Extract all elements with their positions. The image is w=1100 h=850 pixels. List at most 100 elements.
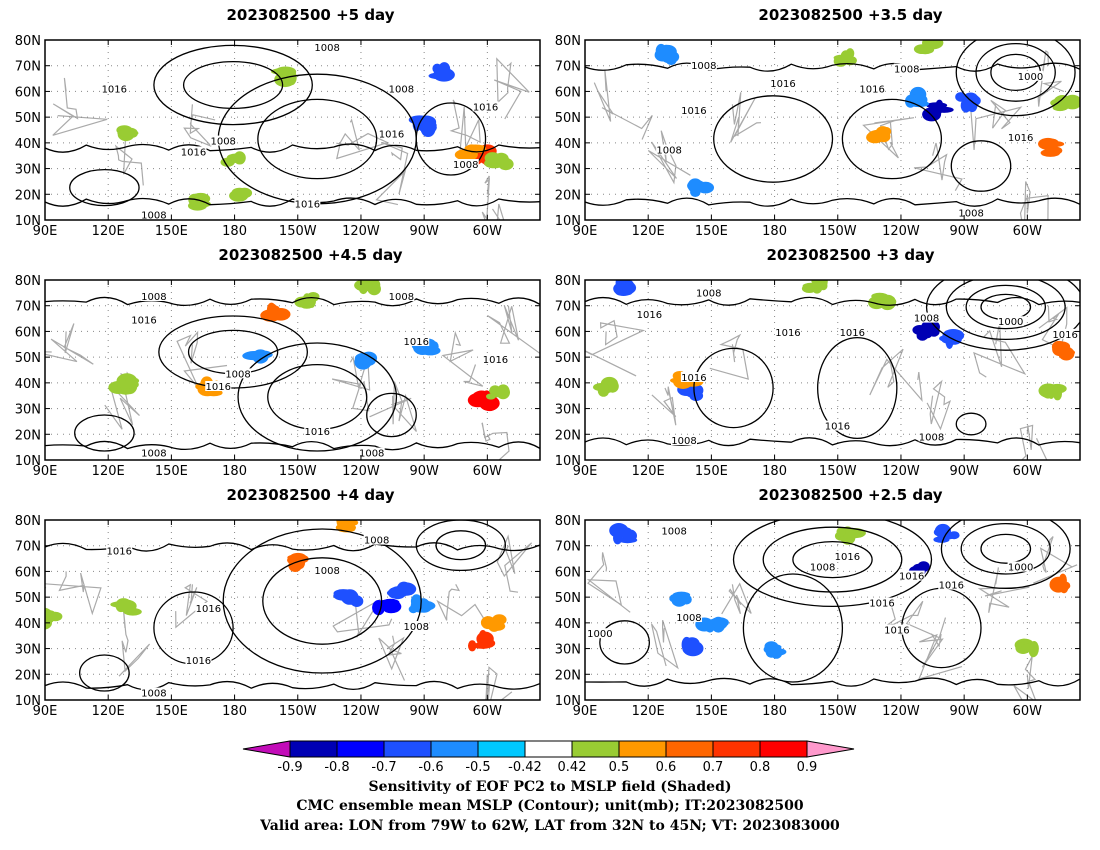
contour-label-background bbox=[225, 368, 252, 379]
isobar bbox=[45, 197, 540, 207]
contour-label: 1016 bbox=[483, 355, 508, 366]
panel-frame bbox=[584, 39, 1081, 221]
y-tick-label: 20N bbox=[15, 188, 41, 203]
sensitivity-patch bbox=[960, 98, 972, 113]
colorbar-label: -0.9 bbox=[277, 760, 302, 775]
isobar bbox=[222, 528, 422, 674]
contour-label-background bbox=[839, 327, 866, 337]
contour-label: 1016 bbox=[939, 581, 964, 592]
sensitivity-patch bbox=[408, 115, 431, 125]
contour-labels: 1008 1016 1016 1016 1016 1008 1000 1008 1016 1016… bbox=[636, 287, 1079, 447]
y-tick-label: 40N bbox=[15, 137, 41, 152]
sensitivity-patch bbox=[866, 131, 884, 144]
isobar bbox=[960, 522, 1051, 575]
mslp-contours bbox=[45, 296, 540, 452]
x-tick-label: 120E bbox=[92, 704, 125, 719]
x-tick-label: 180 bbox=[762, 224, 787, 239]
isobar bbox=[262, 557, 383, 645]
sensitivity-patch bbox=[468, 640, 477, 652]
coastline-segment bbox=[487, 304, 540, 355]
contour-label: 1000 bbox=[998, 317, 1023, 328]
coastline-segment bbox=[369, 381, 417, 432]
panel-plot-area: 1008 1016 1008 1016 1016 1016 1008 1016 1008 1008 bbox=[45, 280, 540, 460]
colorbar-cell bbox=[383, 740, 432, 758]
x-tick-label: 150W bbox=[819, 464, 857, 479]
contour-label: 1008 bbox=[919, 432, 944, 443]
coastline-segment bbox=[1033, 536, 1078, 584]
panel-plot-area: 1008 1016 1008 1016 1016 1016 1008 1016 1008 1008 bbox=[45, 40, 540, 220]
coastline-segment bbox=[449, 99, 481, 151]
isobar bbox=[940, 520, 1071, 590]
colorbar-cell bbox=[289, 740, 338, 758]
sensitivity-patch bbox=[1043, 390, 1053, 399]
y-tick-label: 10N bbox=[555, 214, 581, 229]
mslp-contours bbox=[585, 520, 1080, 687]
map-panel: 2023082500 +4.5 day100810161008101610161… bbox=[15, 246, 541, 479]
x-tick-label: 150E bbox=[155, 464, 188, 479]
contour-label-background bbox=[140, 291, 167, 301]
contour-label: 1016 bbox=[859, 84, 884, 95]
contour-label-background bbox=[403, 336, 430, 346]
colorbar-label: 0.42 bbox=[558, 760, 587, 775]
panel-title: 2023082500 +3 day bbox=[767, 246, 935, 264]
sensitivity-patch bbox=[925, 40, 940, 46]
isobar bbox=[74, 414, 135, 452]
isobar bbox=[955, 40, 1076, 117]
sensitivity-patch bbox=[486, 393, 496, 400]
sensitivity-patch bbox=[415, 600, 436, 611]
coastline-segment bbox=[593, 69, 653, 140]
map-panel: 2023082500 +2.5 day100810161008101610081… bbox=[555, 486, 1081, 719]
graticule bbox=[585, 520, 1080, 700]
x-tick-label: 180 bbox=[762, 464, 787, 479]
isobar bbox=[257, 98, 378, 180]
colorbar-cell bbox=[759, 740, 808, 758]
caption-line-3: Valid area: LON from 79W to 62W, LAT fro… bbox=[259, 818, 840, 834]
sensitivity-patch bbox=[454, 149, 474, 160]
contour-label: 1016 bbox=[181, 147, 206, 158]
panel-title: 2023082500 +5 day bbox=[227, 6, 395, 24]
sensitivity-patch bbox=[939, 335, 956, 342]
contour-label: 1016 bbox=[473, 102, 498, 113]
y-tick-label: 40N bbox=[555, 137, 581, 152]
contour-label: 1016 bbox=[379, 129, 404, 140]
isobar bbox=[817, 336, 898, 440]
coastline-segment bbox=[175, 583, 209, 629]
coastline-segment bbox=[481, 422, 510, 460]
contour-label: 1016 bbox=[840, 328, 865, 339]
isobar bbox=[153, 44, 313, 126]
sensitivity-patch bbox=[125, 377, 140, 385]
contour-label: 1016 bbox=[884, 626, 909, 637]
x-tick-label: 120W bbox=[882, 704, 920, 719]
x-tick-label: 150E bbox=[155, 224, 188, 239]
contour-label-background bbox=[106, 545, 133, 556]
sensitivity-patch bbox=[934, 106, 954, 113]
contour-label: 1008 bbox=[676, 613, 701, 624]
sensitivity-patch bbox=[396, 582, 417, 596]
y-tick-label: 60N bbox=[15, 565, 41, 580]
caption-line-1: Sensitivity of EOF PC2 to MSLP field (Sh… bbox=[368, 779, 731, 795]
colorbar-cell bbox=[571, 740, 620, 758]
contour-label: 1008 bbox=[958, 209, 983, 220]
isobar bbox=[980, 533, 1032, 564]
isobar bbox=[585, 437, 1080, 447]
isobar bbox=[732, 520, 933, 608]
x-tick-label: 120E bbox=[92, 224, 125, 239]
coastline-segment bbox=[484, 666, 513, 700]
y-tick-label: 20N bbox=[15, 428, 41, 443]
sensitivity-patch bbox=[598, 382, 609, 394]
contour-label-background bbox=[210, 135, 237, 146]
sensitivity-patch bbox=[916, 45, 935, 55]
contour-label-background bbox=[131, 314, 157, 325]
x-tick-label: 90W bbox=[409, 224, 439, 239]
y-tick-label: 70N bbox=[15, 300, 41, 315]
panel-frame bbox=[44, 279, 541, 461]
isobar bbox=[792, 540, 873, 579]
contour-label: 1008 bbox=[359, 449, 384, 460]
isobar bbox=[585, 677, 1080, 687]
contour-labels: 1008 1016 1008 1016 1016 1016 1008 1016 1008 1008 bbox=[101, 42, 499, 220]
x-tick-label: 90E bbox=[573, 464, 598, 479]
y-tick-label: 70N bbox=[555, 540, 581, 555]
isobar bbox=[415, 102, 487, 176]
coastline-segment bbox=[730, 92, 762, 143]
contour-label-background bbox=[770, 78, 796, 88]
